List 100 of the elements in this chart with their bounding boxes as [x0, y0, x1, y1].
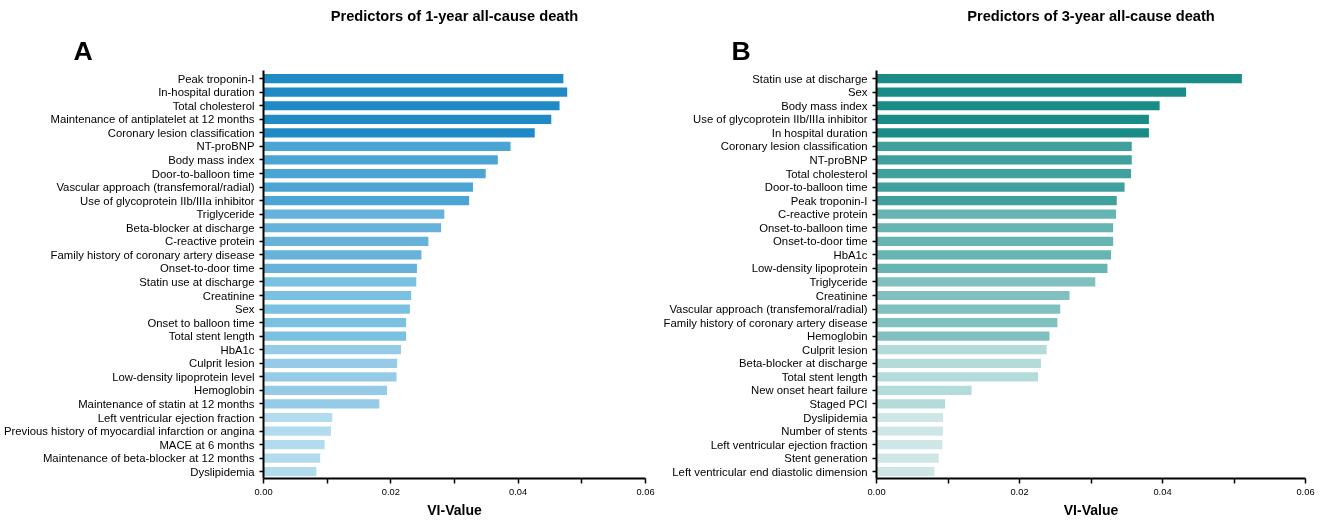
bar [263, 223, 442, 233]
y-tick-label: Sex [847, 86, 868, 99]
bar [876, 453, 939, 463]
y-tick-label: HbA1c [833, 248, 868, 261]
y-tick-label: Family history of coronary artery disease [663, 316, 868, 329]
bar [876, 318, 1058, 328]
y-tick-label: Door-to-balloon time [151, 167, 255, 180]
y-tick-label: Low-density lipoprotein level [112, 370, 255, 383]
bar [876, 196, 1117, 206]
bar [876, 141, 1132, 152]
y-tick-label: Beta-blocker at discharge [739, 357, 868, 370]
y-tick-label: Body mass index [781, 99, 868, 112]
y-tick-label: Triglyceride [196, 208, 255, 221]
x-tick-label: 0.00 [867, 486, 886, 497]
y-tick-label: Use of glycoprotein IIb/IIIa inhibitor [693, 113, 868, 126]
bar [876, 101, 1160, 111]
y-tick-label: Left ventricular ejection fraction [710, 438, 868, 451]
bar [263, 290, 412, 301]
bar [263, 101, 560, 111]
y-tick-label: Staged PCI [809, 397, 868, 410]
bar [876, 223, 1114, 233]
y-tick-label: Triglyceride [809, 275, 868, 288]
bar [263, 263, 417, 274]
bar [263, 209, 445, 219]
y-tick-label: Total stent length [168, 330, 255, 343]
bar [876, 345, 1047, 355]
y-tick-label: Creatinine [202, 289, 255, 302]
bar [263, 331, 407, 341]
text: B [731, 35, 751, 66]
text: A [73, 35, 93, 66]
bar [876, 168, 1132, 179]
bar [263, 182, 473, 192]
y-tick-label: In hospital duration [771, 126, 868, 139]
y-tick-label: Statin use at discharge [752, 72, 868, 85]
y-tick-label: Beta-blocker at discharge [126, 221, 255, 234]
y-tick-label: C-reactive protein [165, 235, 255, 248]
bar [263, 318, 407, 328]
bar [876, 412, 943, 423]
bar [263, 453, 321, 463]
bar [263, 155, 498, 165]
y-tick-label: Sex [234, 303, 255, 316]
bar [876, 304, 1061, 314]
chart-title: Predictors of 3-year all-cause death [967, 7, 1215, 24]
bar [876, 250, 1112, 260]
y-tick-label: MACE at 6 months [159, 438, 255, 451]
y-tick-label: New onset heart failure [751, 384, 868, 397]
y-tick-label: Creatinine [815, 289, 868, 302]
bar [263, 412, 333, 423]
y-tick-label: Low-density lipoprotein [751, 262, 868, 275]
bar [263, 87, 568, 97]
bar [876, 114, 1149, 124]
bar [876, 372, 1039, 382]
y-tick-label: Door-to-balloon time [764, 181, 868, 194]
x-axis-title: VI-Value [427, 501, 482, 518]
y-tick-label: Body mass index [168, 153, 255, 166]
y-tick-label: Onset-to-balloon time [759, 221, 868, 234]
bar [876, 209, 1117, 219]
bar [876, 128, 1149, 138]
y-tick-label: Onset-to-door time [773, 235, 868, 248]
y-tick-label: Use of glycoprotein IIb/IIIa inhibitor [80, 194, 255, 207]
bar [263, 467, 317, 477]
bar [876, 385, 972, 395]
bar [876, 358, 1041, 368]
y-tick-label: Maintenance of antiplatelet at 12 months [50, 113, 255, 126]
y-tick-label: Number of stents [781, 425, 868, 438]
y-tick-label: Family history of coronary artery disease [50, 248, 255, 261]
y-tick-label: Peak troponin-I [790, 194, 868, 207]
bar [263, 385, 388, 395]
y-tick-label: Onset-to-door time [160, 262, 255, 275]
bar [876, 290, 1070, 301]
y-tick-label: Previous history of myocardial infarction or angina [3, 425, 256, 438]
y-tick-label: Left ventricular ejection fraction [97, 411, 255, 424]
y-tick-label: Coronary lesion classification [107, 126, 255, 139]
bar [876, 440, 943, 450]
x-tick-label: 0.06 [636, 486, 655, 497]
y-tick-label: Culprit lesion [189, 357, 255, 370]
y-tick-label: Dyslipidemia [803, 411, 869, 424]
bar [263, 372, 397, 382]
y-tick-label: Vascular approach (transfemoral/radial) [669, 303, 868, 316]
bar [263, 250, 422, 260]
y-tick-label: Total cholesterol [172, 99, 255, 112]
y-tick-label: Vascular approach (transfemoral/radial) [56, 181, 255, 194]
bar [263, 196, 470, 206]
x-tick-label: 0.04 [1153, 486, 1172, 497]
bar [263, 399, 380, 409]
x-axis-title: VI-Value [1063, 501, 1119, 518]
x-tick-label: 0.06 [1296, 486, 1315, 497]
bar [876, 263, 1108, 274]
y-tick-label: Hemoglobin [194, 384, 255, 397]
bar [876, 331, 1050, 341]
y-tick-label: Culprit lesion [802, 343, 868, 356]
bar [876, 155, 1132, 165]
bar [876, 87, 1187, 97]
bar [876, 182, 1125, 192]
y-tick-label: NT-proBNP [196, 140, 255, 153]
bar [263, 426, 331, 436]
bar [263, 236, 429, 246]
bar [263, 304, 410, 314]
bar [876, 467, 935, 477]
bar [263, 277, 417, 287]
